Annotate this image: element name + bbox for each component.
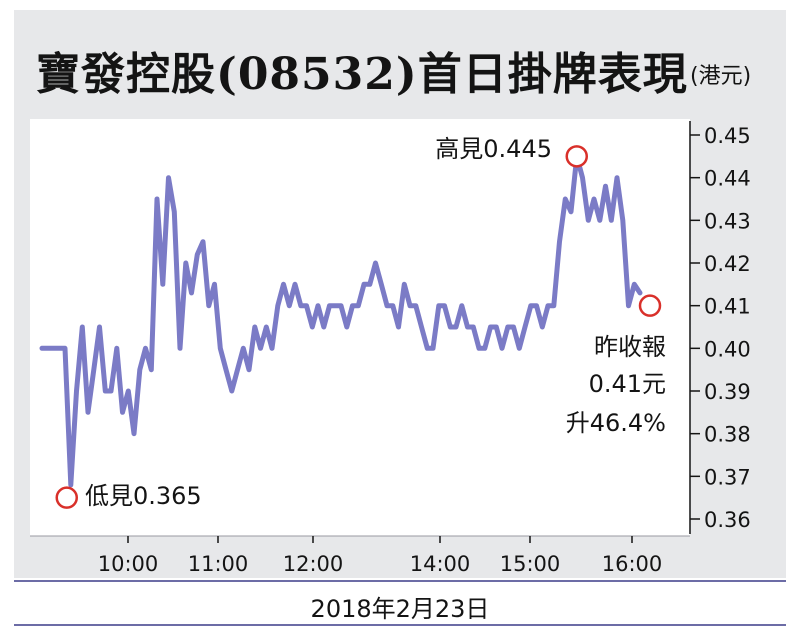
y-tick-label: 0.40 xyxy=(704,337,751,361)
y-tick-label: 0.42 xyxy=(704,252,751,276)
divider-bottom xyxy=(14,624,786,626)
x-axis: 10:00 11:00 12:00 14:00 15:00 16:00 xyxy=(30,535,690,576)
high-annotation: 高見0.445 xyxy=(435,135,552,163)
y-axis: 0.45 0.44 0.43 0.42 0.41 0.40 0.39 0.38 0.37 0.36 xyxy=(689,121,751,534)
close-annotation-line1: 昨收報 xyxy=(594,333,666,361)
close-annotation-line3: 升46.4% xyxy=(566,409,666,437)
x-tick-label: 15:00 xyxy=(500,552,561,576)
date-label: 2018年2月23日 xyxy=(310,595,490,623)
y-tick-label: 0.37 xyxy=(704,465,751,489)
low-annotation: 低見0.365 xyxy=(85,482,202,510)
close-marker xyxy=(638,294,662,317)
chart-title: 寶發控股(08532)首日掛牌表現 xyxy=(36,49,688,100)
y-tick-label: 0.38 xyxy=(704,423,751,447)
y-tick-label: 0.43 xyxy=(704,209,751,233)
x-tick-label: 12:00 xyxy=(283,552,344,576)
y-tick-label: 0.36 xyxy=(704,508,751,532)
low-marker xyxy=(55,486,78,509)
y-tick-label: 0.39 xyxy=(704,380,751,404)
plot-area xyxy=(30,119,690,536)
price-series-line xyxy=(39,153,643,488)
close-annotation-line2: 0.41元 xyxy=(589,370,666,398)
y-tick-label: 0.45 xyxy=(704,124,751,148)
unit-label: (港元) xyxy=(690,64,752,89)
x-tick-label: 11:00 xyxy=(188,552,249,576)
y-tick-label: 0.44 xyxy=(704,167,751,191)
divider-top xyxy=(14,580,786,582)
x-tick-label: 16:00 xyxy=(602,552,663,576)
x-tick-label: 14:00 xyxy=(410,552,471,576)
high-marker xyxy=(565,145,588,168)
y-tick-label: 0.41 xyxy=(704,295,751,319)
x-tick-label: 10:00 xyxy=(98,552,159,576)
